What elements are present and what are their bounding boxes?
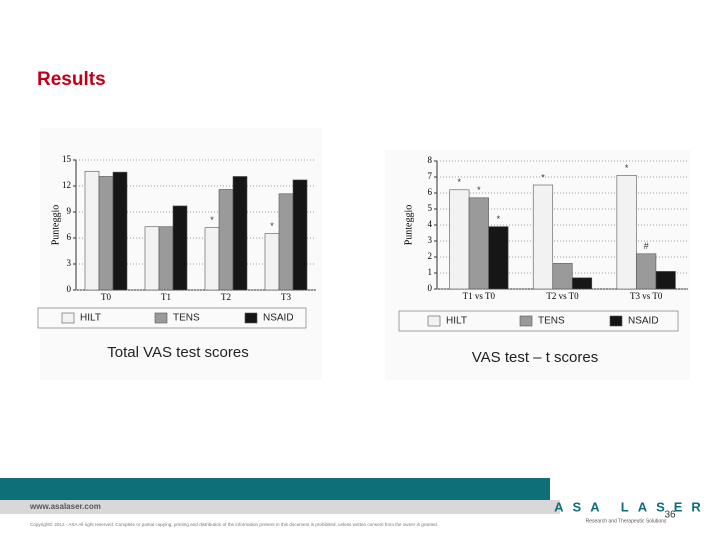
- chart-caption: Total VAS test scores: [107, 344, 248, 361]
- x-tick-label: T3: [281, 292, 291, 302]
- y-tick-label: 6: [428, 187, 433, 197]
- footer-copyright: Copyright© 2012 - ASA All right reserved…: [30, 521, 438, 527]
- y-axis-label: Punteggio: [403, 205, 414, 246]
- footer-website: www.asalaser.com: [29, 502, 101, 511]
- bar: [616, 175, 637, 290]
- footer-band: [0, 478, 550, 500]
- bar: [636, 253, 657, 290]
- bar: [264, 233, 280, 291]
- bar: [112, 171, 128, 291]
- bar: [158, 226, 174, 291]
- bar: [571, 277, 593, 290]
- bar: [84, 170, 100, 291]
- y-tick-label: 0: [428, 283, 433, 293]
- bar: [488, 226, 509, 290]
- page-number: 36: [664, 510, 676, 521]
- legend-box: [398, 310, 679, 332]
- legend-label: HILT: [80, 313, 101, 324]
- legend-label: NSAID: [263, 313, 294, 324]
- y-tick-label: 9: [67, 206, 72, 216]
- annotation: *: [477, 185, 481, 195]
- bar: [552, 263, 573, 290]
- bar: [232, 176, 248, 291]
- chart-caption: VAS test – t scores: [472, 349, 598, 366]
- bar: [204, 227, 220, 291]
- annotation: *: [270, 221, 274, 231]
- y-tick-label: 2: [428, 251, 433, 261]
- footer-band: [0, 500, 560, 514]
- x-tick-label: T1 vs T0: [463, 291, 496, 301]
- annotation: *: [458, 177, 462, 187]
- legend-label: TENS: [538, 316, 565, 327]
- bar: [532, 184, 554, 290]
- legend-swatch: [244, 312, 258, 324]
- annotation: *: [210, 215, 214, 225]
- legend-swatch: [519, 315, 533, 327]
- y-tick-label: 6: [67, 232, 72, 242]
- legend-box: [37, 307, 307, 329]
- y-tick-label: 4: [428, 219, 433, 229]
- annotation: *: [541, 172, 545, 182]
- bar: [144, 226, 160, 291]
- y-tick-label: 1: [428, 267, 433, 277]
- legend-label: NSAID: [628, 316, 659, 327]
- y-tick-label: 7: [428, 171, 433, 181]
- y-tick-label: 12: [62, 180, 71, 190]
- legend-swatch: [154, 312, 168, 324]
- bar: [172, 205, 188, 291]
- y-tick-label: 5: [428, 203, 433, 213]
- y-tick-label: 0: [67, 284, 72, 294]
- logo: ASA LASER: [554, 499, 710, 514]
- legend-swatch: [427, 315, 441, 327]
- y-tick-label: 15: [62, 154, 72, 164]
- annotation: *: [625, 163, 629, 173]
- bar: [292, 179, 308, 291]
- x-tick-label: T2 vs T0: [546, 291, 579, 301]
- bar: [468, 197, 489, 290]
- y-tick-label: 3: [428, 235, 433, 245]
- x-tick-label: T0: [101, 292, 111, 302]
- bar: [449, 189, 470, 290]
- x-tick-label: T2: [221, 292, 231, 302]
- legend-label: TENS: [173, 313, 200, 324]
- annotation: #: [644, 241, 649, 251]
- logo-tagline: Research and Therapeutic Solutions: [586, 518, 667, 524]
- legend-swatch: [609, 315, 623, 327]
- slide-title: Results: [37, 69, 106, 90]
- y-tick-label: 3: [67, 258, 72, 268]
- y-tick-label: 8: [428, 155, 433, 165]
- bar: [98, 176, 114, 291]
- bar: [218, 189, 234, 291]
- x-tick-label: T3 vs T0: [630, 291, 663, 301]
- y-axis-label: Punteggio: [50, 205, 61, 246]
- bar: [278, 193, 294, 291]
- annotation: *: [497, 214, 501, 224]
- x-tick-label: T1: [161, 292, 171, 302]
- legend-swatch: [61, 312, 75, 324]
- bar: [655, 271, 676, 290]
- legend-label: HILT: [446, 316, 467, 327]
